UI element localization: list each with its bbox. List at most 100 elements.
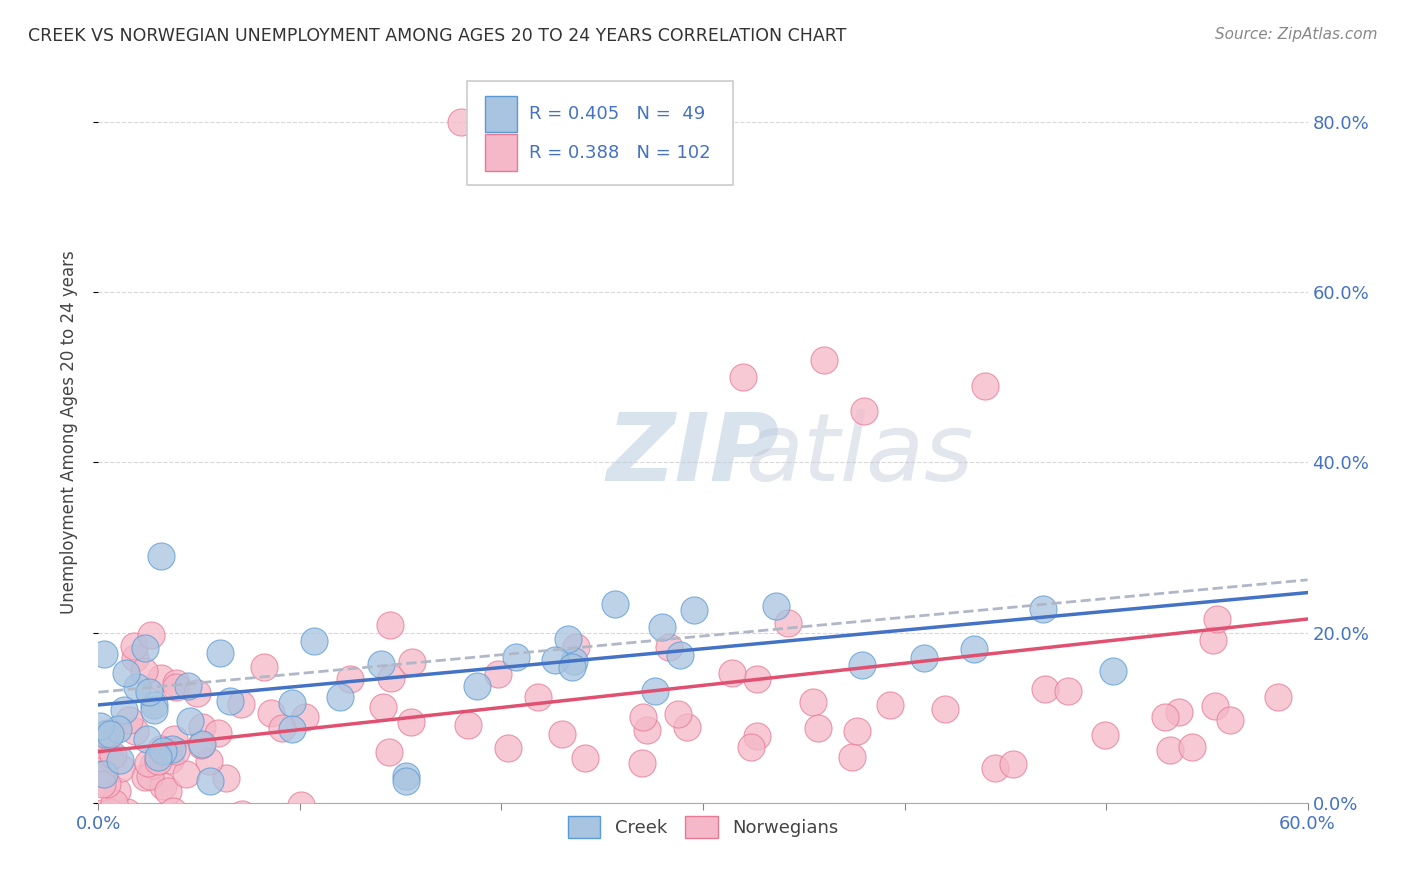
Point: [574, 751, 596, 765]
Text: R = 0.388   N = 102: R = 0.388 N = 102: [529, 144, 710, 161]
Point: [281, 722, 304, 736]
Point: [813, 353, 835, 368]
Point: [117, 805, 139, 819]
Point: [143, 698, 166, 713]
Point: [853, 404, 876, 418]
Point: [149, 742, 172, 756]
Point: [745, 673, 768, 687]
Point: [496, 740, 519, 755]
Point: [1181, 739, 1204, 754]
Point: [1202, 632, 1225, 647]
Point: [101, 747, 124, 762]
FancyBboxPatch shape: [485, 95, 517, 132]
Point: [776, 616, 799, 631]
Point: [149, 549, 172, 563]
Point: [150, 671, 173, 685]
Point: [231, 697, 253, 711]
Point: [1159, 743, 1181, 757]
Point: [841, 750, 863, 764]
Point: [378, 745, 401, 759]
Point: [135, 732, 157, 747]
Point: [152, 779, 174, 793]
Point: [218, 694, 240, 708]
Point: [146, 750, 169, 764]
Point: [631, 710, 654, 724]
Point: [658, 640, 681, 655]
Point: [96, 777, 118, 791]
Point: [644, 684, 666, 698]
Point: [198, 754, 221, 768]
Point: [176, 767, 198, 781]
Point: [111, 838, 134, 852]
Point: [163, 732, 186, 747]
Point: [134, 770, 156, 784]
Text: atlas: atlas: [745, 409, 973, 500]
Point: [565, 640, 588, 654]
Point: [666, 706, 689, 721]
Point: [134, 641, 156, 656]
Point: [636, 723, 658, 738]
Point: [934, 702, 956, 716]
Point: [142, 757, 165, 772]
Point: [1094, 728, 1116, 742]
Point: [93, 648, 115, 662]
Point: [631, 756, 654, 770]
Point: [963, 642, 986, 657]
Point: [139, 628, 162, 642]
Point: [1001, 757, 1024, 772]
Point: [401, 655, 423, 669]
Point: [302, 633, 325, 648]
Point: [557, 632, 579, 646]
Point: [96, 726, 118, 740]
Point: [1204, 699, 1226, 714]
Point: [215, 771, 238, 785]
Point: [281, 696, 304, 710]
Point: [467, 680, 489, 694]
Point: [159, 753, 181, 767]
Point: [114, 666, 136, 681]
Point: [807, 721, 830, 735]
Point: [846, 723, 869, 738]
Point: [190, 738, 212, 752]
Point: [191, 720, 214, 734]
Point: [851, 658, 873, 673]
Point: [544, 653, 567, 667]
Point: [93, 767, 115, 781]
Point: [526, 690, 548, 704]
Point: [373, 699, 395, 714]
Point: [186, 686, 208, 700]
Point: [165, 744, 187, 758]
Point: [139, 768, 162, 782]
Point: [401, 714, 423, 729]
Point: [974, 379, 997, 393]
Point: [370, 657, 392, 672]
Point: [209, 646, 232, 660]
Point: [107, 723, 129, 737]
Point: [93, 730, 115, 744]
Point: [682, 603, 704, 617]
Point: [934, 826, 956, 840]
Point: [669, 648, 692, 662]
Point: [179, 714, 201, 728]
Point: [98, 805, 121, 820]
Point: [165, 681, 187, 695]
Point: [450, 115, 472, 129]
Point: [912, 651, 935, 665]
Point: [165, 675, 187, 690]
Point: [157, 784, 180, 798]
Point: [89, 719, 111, 733]
Point: [505, 650, 527, 665]
Point: [486, 667, 509, 681]
Point: [98, 727, 121, 741]
Point: [105, 784, 128, 798]
Point: [329, 690, 352, 704]
Point: [191, 737, 214, 751]
Point: [91, 806, 114, 821]
Point: [983, 761, 1005, 775]
Point: [721, 666, 744, 681]
FancyBboxPatch shape: [485, 135, 517, 170]
Point: [801, 695, 824, 709]
Point: [380, 617, 402, 632]
Point: [118, 713, 141, 727]
Point: [176, 680, 198, 694]
